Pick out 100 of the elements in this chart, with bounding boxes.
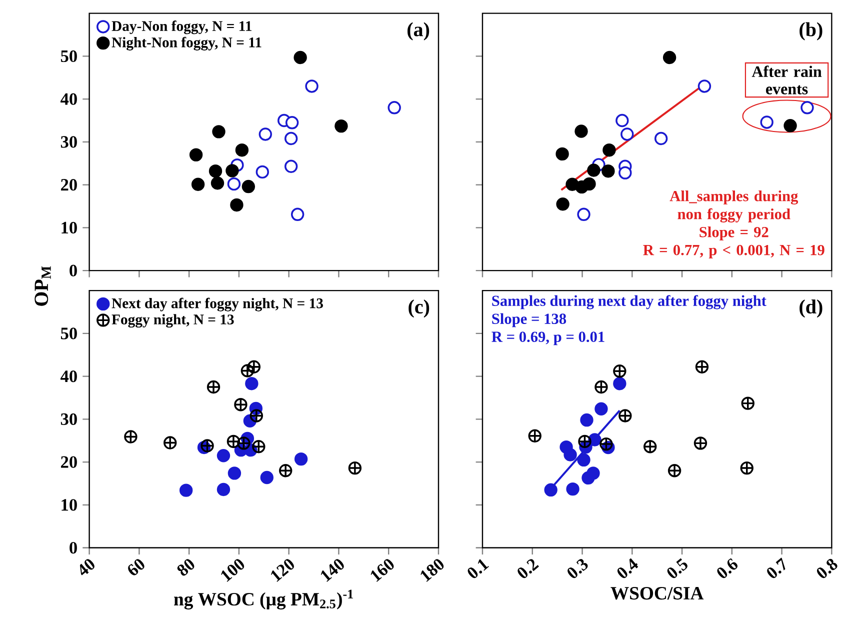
x-tick-label: 0.8 (816, 558, 838, 578)
y-tick-label: 20 (61, 456, 77, 468)
point (250, 408, 264, 422)
point (242, 180, 256, 193)
point (237, 436, 250, 450)
x-tick-label: 120 (271, 558, 294, 582)
point (208, 164, 222, 178)
point (594, 380, 608, 394)
point (587, 163, 600, 177)
x-tick-label: 160 (370, 558, 394, 582)
x-axis-title: ng WSOC (µg PM$_{2.5}$)$^{-1}$ (174, 590, 353, 610)
point (179, 484, 193, 497)
point (212, 124, 226, 138)
legend-label: Day-Non foggy, N = 11 (112, 20, 252, 34)
y-tick-label: 10 (62, 498, 77, 511)
point (290, 208, 304, 221)
annotation: Slope = 138 (492, 313, 566, 327)
y-tick-label: 10 (62, 222, 77, 234)
point (226, 164, 239, 178)
annotation: R = 0.77, p < 0.001, N = 19 (643, 244, 824, 258)
point (602, 164, 615, 178)
point (643, 440, 657, 454)
point (695, 360, 709, 374)
annotation: All_samples during non foggy period (670, 190, 798, 222)
point (294, 452, 308, 466)
point (206, 380, 220, 394)
point (191, 178, 205, 191)
point (586, 466, 600, 480)
point (574, 124, 588, 138)
point (602, 143, 616, 156)
x-tick-label: 0.5 (667, 558, 688, 578)
point (285, 116, 299, 130)
point (256, 165, 270, 178)
point (616, 114, 629, 127)
point (620, 127, 634, 141)
y-tick-label: 20 (61, 178, 77, 190)
point (594, 402, 608, 416)
point (228, 466, 242, 480)
point (124, 430, 138, 444)
x-tick-label: 180 (420, 558, 444, 582)
point (662, 50, 676, 64)
y-tick-label: 0 (70, 264, 77, 276)
point (577, 208, 590, 221)
point (668, 464, 682, 478)
annotation: (a) (408, 22, 430, 40)
point (618, 166, 632, 180)
point (234, 398, 248, 411)
point (252, 440, 266, 454)
annotation: Samples during next day after foggy night (492, 294, 766, 310)
point (566, 482, 580, 496)
annotation: R = 0.69, p = 0.01 (492, 331, 604, 345)
point (560, 440, 573, 454)
point (348, 461, 362, 474)
point (258, 127, 272, 141)
point (388, 100, 401, 114)
point (226, 434, 240, 448)
legend-label: Foggy night, N = 13 (112, 314, 234, 328)
x-tick-label: 0.2 (518, 558, 539, 578)
point (800, 100, 814, 114)
point (334, 119, 348, 132)
point (580, 413, 594, 426)
y-tick-label: 40 (60, 93, 77, 105)
point (694, 436, 708, 450)
annotation: (b) (800, 22, 822, 40)
point (189, 148, 203, 162)
point (230, 198, 244, 212)
x-tick-label: 0.1 (468, 558, 489, 578)
x-tick-label: 0.6 (717, 558, 738, 578)
point (577, 453, 590, 466)
point (279, 464, 292, 478)
annotation: After rain events (752, 65, 822, 94)
x-tick-label: 0.3 (568, 558, 588, 578)
point (294, 50, 307, 64)
annotation: (c) (408, 299, 430, 318)
point (544, 483, 558, 496)
annotation: (d) (800, 299, 822, 318)
point (216, 448, 230, 462)
x-tick-label: 0.7 (767, 557, 786, 578)
point (245, 376, 258, 390)
point (556, 197, 570, 211)
point (654, 132, 668, 145)
y-tick-label: 50 (60, 50, 77, 62)
point (528, 429, 542, 442)
point (260, 470, 274, 484)
x-tick-label: 100 (221, 558, 244, 582)
point (600, 437, 613, 450)
annotation: Slope = 92 (700, 226, 768, 240)
x-tick-label: 80 (177, 558, 194, 576)
point (760, 115, 774, 129)
point (582, 177, 596, 190)
point (284, 132, 298, 145)
y-axis-title: OP$_{M}$ (34, 266, 51, 306)
x-tick-label: 140 (320, 558, 344, 582)
legend-label: Night-Non foggy, N = 11 (112, 36, 262, 50)
point (618, 408, 632, 422)
point (235, 143, 249, 156)
y-tick-label: 30 (60, 413, 77, 425)
x-tick-label: 0.4 (617, 558, 638, 578)
x-tick-label: 60 (128, 558, 144, 576)
y-tick-label: 50 (60, 327, 77, 340)
